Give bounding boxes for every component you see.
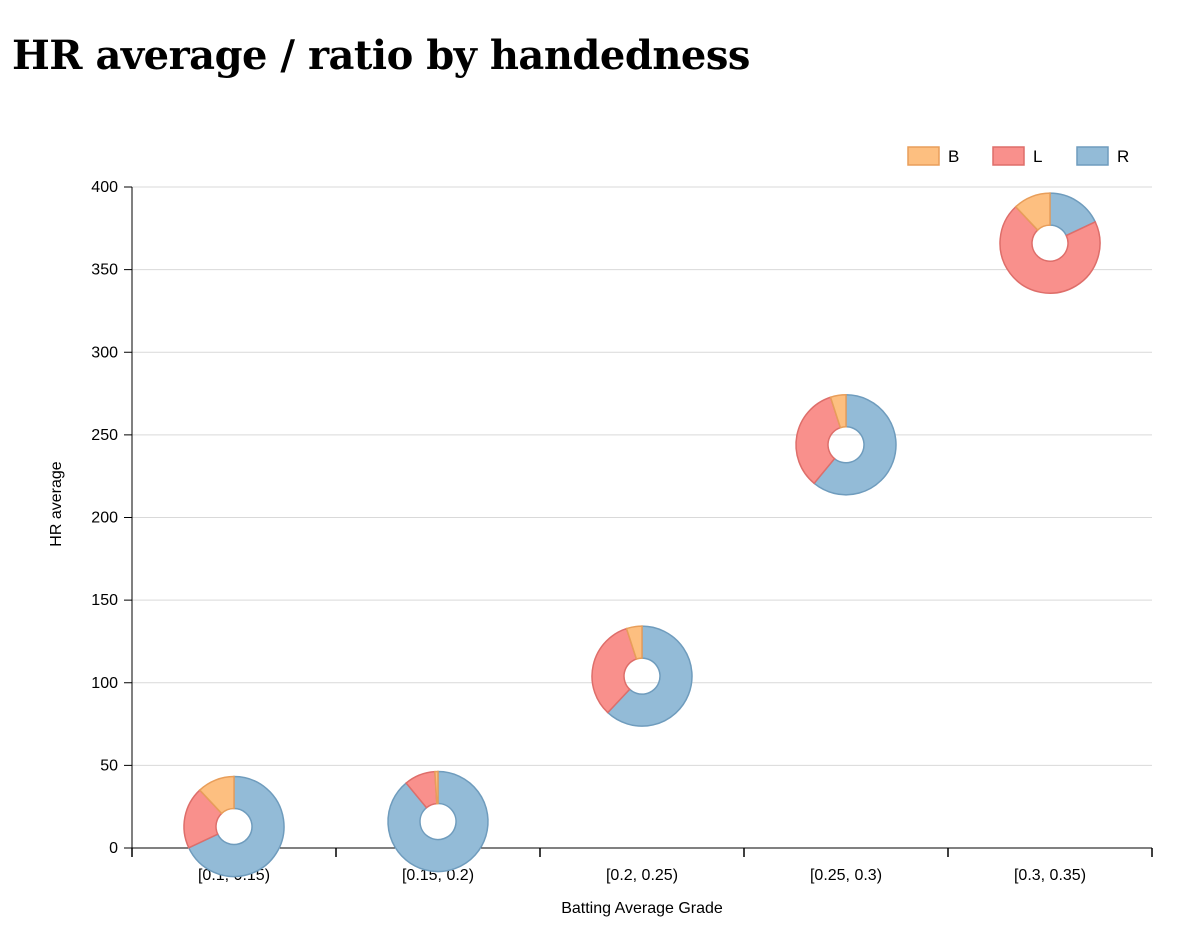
y-axis: 0 50 100 150 200 250 300 350 400 — [91, 179, 133, 857]
donut-slice-R — [387, 770, 489, 873]
chart-title: HR average / ratio by handedness — [12, 32, 750, 79]
legend-label-L: L — [1033, 147, 1042, 166]
y-tick-label: 100 — [91, 675, 118, 692]
y-tick-label: 300 — [91, 344, 118, 361]
donut-slice-B — [1014, 192, 1051, 232]
donut-slice-R — [606, 625, 693, 727]
donut-slice-R — [813, 394, 897, 496]
x-tick-label: [0.25, 0.3) — [810, 867, 882, 884]
y-tick-label: 0 — [109, 840, 118, 857]
donut-slice-R — [187, 775, 285, 878]
donut-slice-L — [795, 396, 842, 485]
x-axis: [0.1, 0.15)[0.15, 0.2)[0.2, 0.25)[0.25, … — [131, 847, 1153, 884]
donut-markers — [183, 192, 1101, 878]
donut-slice-B — [625, 625, 643, 660]
donut-slice-B — [198, 775, 235, 815]
y-tick-label: 200 — [91, 510, 118, 527]
y-tick-label: 250 — [91, 427, 118, 444]
legend-label-R: R — [1117, 147, 1129, 166]
legend-label-B: B — [948, 147, 959, 166]
legend-swatch-B — [907, 146, 940, 166]
donut-slice-L — [591, 627, 638, 714]
donut-marker — [591, 625, 693, 727]
x-tick-label: [0.15, 0.2) — [402, 867, 474, 884]
legend-swatch-R — [1076, 146, 1109, 166]
y-tick-label: 350 — [91, 262, 118, 279]
legend-swatch-L — [992, 146, 1025, 166]
donut-marker — [999, 192, 1101, 294]
y-tick-label: 50 — [100, 757, 118, 774]
donut-slice-L — [999, 205, 1101, 294]
donut-marker — [387, 770, 489, 873]
donut-marker — [795, 394, 897, 496]
donut-slice-B — [434, 770, 439, 805]
y-tick-label: 150 — [91, 592, 118, 609]
x-axis-label: Batting Average Grade — [561, 900, 723, 917]
x-tick-label: [0.3, 0.35) — [1014, 867, 1086, 884]
y-axis-label: HR average — [48, 461, 65, 546]
donut-marker — [183, 775, 285, 878]
y-tick-label: 400 — [91, 179, 118, 196]
x-tick-label: [0.2, 0.25) — [606, 867, 678, 884]
donut-slice-B — [829, 394, 847, 429]
grid-lines — [132, 186, 1152, 766]
